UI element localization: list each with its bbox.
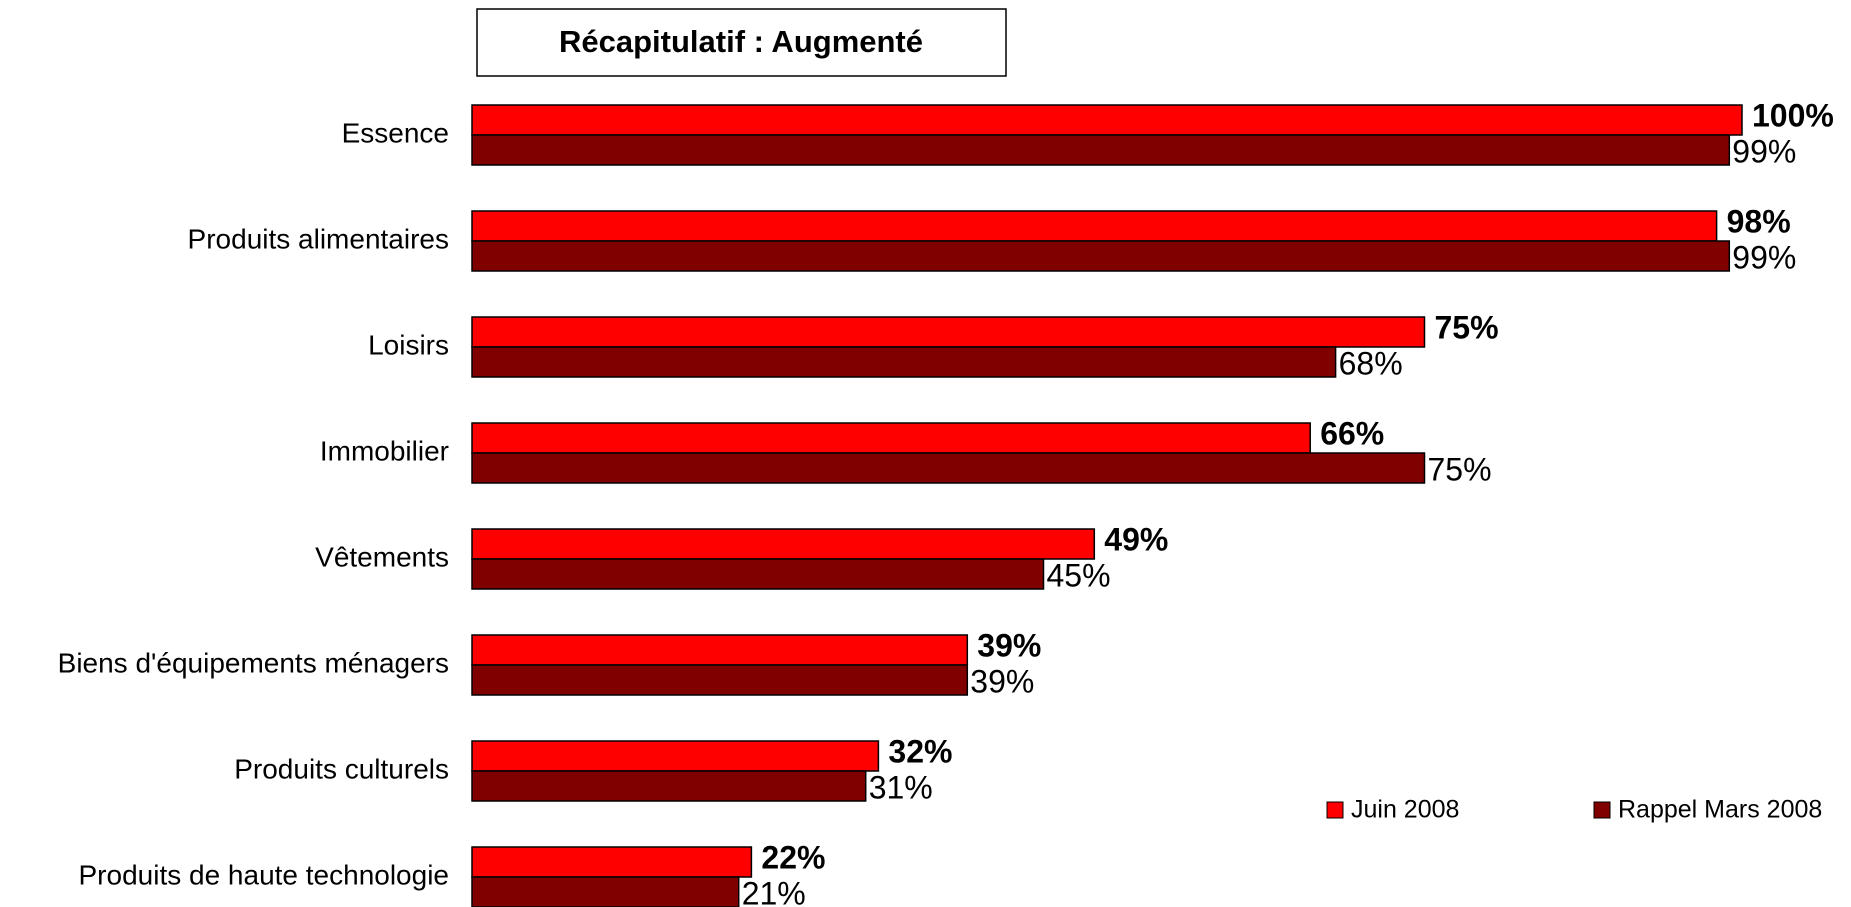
value-label: 98% [1727,203,1791,239]
value-label: 39% [970,663,1034,699]
value-label: 99% [1732,133,1796,169]
bar [471,846,753,878]
value-label: 75% [1428,451,1492,487]
category-label: Produits culturels [234,753,449,784]
value-label: 99% [1732,239,1796,275]
category-label: Vêtements [315,541,449,572]
category-label: Produits alimentaires [188,223,449,254]
value-label: 21% [742,875,806,907]
value-label: 45% [1047,557,1111,593]
bar [471,770,867,802]
bar [471,876,740,907]
category-label: Biens d'équipements ménagers [58,647,449,678]
legend-label: Rappel Mars 2008 [1618,796,1822,824]
bar [471,210,1718,242]
bar [471,634,969,666]
bar [471,740,880,772]
title-box [476,8,1007,77]
bar [471,104,1743,136]
category-label: Loisirs [368,329,449,360]
value-label: 31% [869,769,933,805]
value-label: 100% [1752,97,1834,133]
category-label: Immobilier [320,435,449,466]
bar [471,346,1337,378]
value-label: 75% [1435,309,1499,345]
chart-title: Récapitulatif : Augmenté [559,24,923,59]
value-label: 68% [1339,345,1403,381]
legend-label: Juin 2008 [1351,796,1459,824]
bar [471,422,1311,454]
legend-swatch [1593,801,1611,819]
bar [471,316,1426,348]
bar [471,240,1731,272]
value-label: 66% [1320,415,1384,451]
category-label: Essence [342,117,449,148]
value-label: 22% [761,839,825,875]
legend-swatch [1326,801,1344,819]
bar [471,558,1045,590]
bar [471,134,1731,166]
value-label: 49% [1104,521,1168,557]
bar [471,664,969,696]
bar [471,452,1426,484]
value-label: 39% [977,627,1041,663]
category-label: Produits de haute technologie [79,859,450,890]
value-label: 32% [888,733,952,769]
bar [471,528,1096,560]
